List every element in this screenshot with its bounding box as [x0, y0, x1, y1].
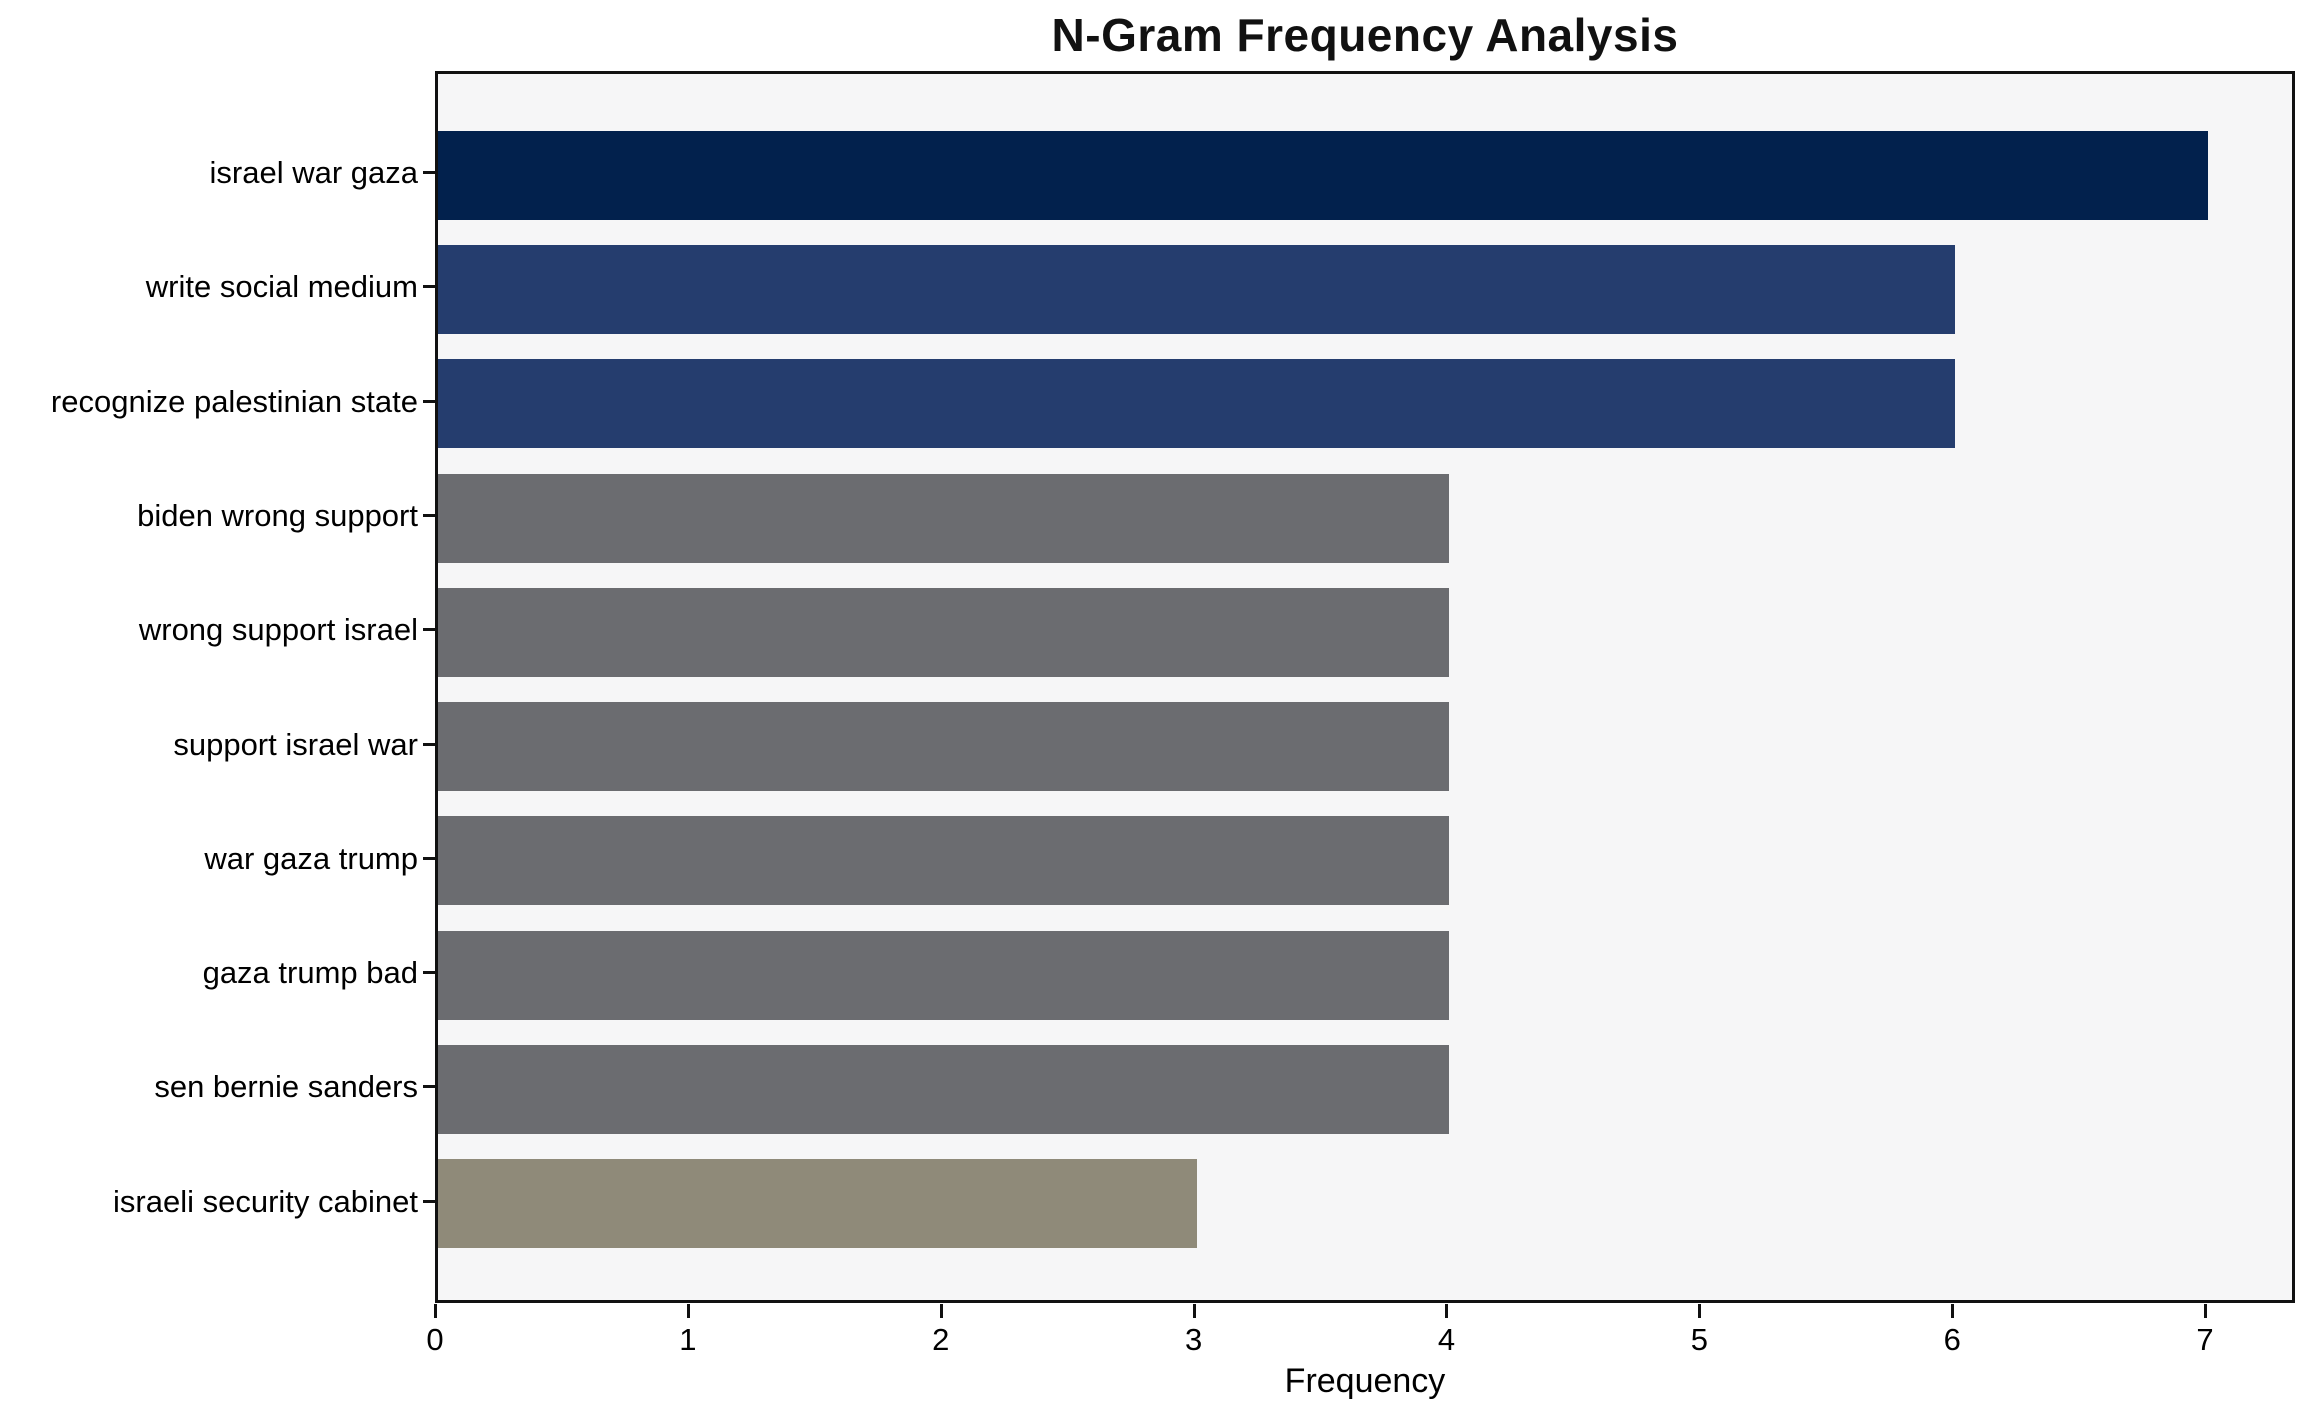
x-tick-mark	[2204, 1304, 2208, 1318]
bar-wrong-support-israel	[438, 587, 1450, 677]
bar-support-israel-war	[438, 702, 1450, 792]
bar-israel-war-gaza	[438, 130, 2209, 220]
x-tick-label: 2	[932, 1322, 950, 1357]
y-tick-mark	[423, 1199, 435, 1203]
bar-israeli-security-cabinet	[438, 1159, 1197, 1249]
chart-title: N-Gram Frequency Analysis	[1051, 9, 1679, 61]
y-tick-mark	[423, 971, 435, 975]
y-tick-label: write social medium	[145, 269, 418, 305]
y-tick-mark	[423, 171, 435, 175]
y-tick-label: gaza trump bad	[202, 955, 418, 991]
y-tick-label: support israel war	[173, 726, 418, 762]
bar-war-gaza-trump	[438, 816, 1450, 906]
x-tick-label: 1	[679, 1322, 697, 1357]
plot-area	[435, 71, 2295, 1303]
bar-write-social-medium	[438, 244, 1956, 334]
x-tick-mark	[686, 1304, 690, 1318]
y-tick-label: recognize palestinian state	[50, 383, 418, 419]
bar-gaza-trump-bad	[438, 930, 1450, 1020]
x-tick-label: 5	[1690, 1322, 1708, 1357]
y-tick-mark	[423, 285, 435, 289]
x-tick-mark	[1698, 1304, 1702, 1318]
x-axis-label: Frequency	[1284, 1362, 1446, 1400]
x-tick-mark	[1951, 1304, 1955, 1318]
y-tick-mark	[423, 1085, 435, 1089]
x-tick-mark	[939, 1304, 943, 1318]
y-tick-mark	[423, 628, 435, 632]
y-tick-mark	[423, 742, 435, 746]
y-tick-mark	[423, 856, 435, 860]
x-tick-mark	[1192, 1304, 1196, 1318]
y-tick-label: war gaza trump	[204, 840, 418, 876]
x-tick-mark	[1445, 1304, 1449, 1318]
x-tick-label: 0	[426, 1322, 444, 1357]
x-tick-mark	[434, 1304, 437, 1318]
y-tick-mark	[423, 514, 435, 517]
y-tick-label: wrong support israel	[138, 612, 418, 648]
y-tick-label: sen bernie sanders	[154, 1069, 418, 1105]
bar-recognize-palestinian-state	[438, 359, 1956, 449]
bar-sen-bernie-sanders	[438, 1044, 1450, 1134]
x-tick-label: 3	[1184, 1322, 1203, 1357]
x-tick-label: 4	[1437, 1322, 1456, 1357]
y-tick-label: biden wrong support	[137, 498, 418, 533]
y-tick-label: israeli security cabinet	[113, 1183, 418, 1219]
bar-biden-wrong-support	[438, 473, 1450, 563]
x-tick-label: 6	[1943, 1322, 1961, 1357]
x-tick-label: 7	[2196, 1322, 2214, 1357]
y-tick-label: israel war gaza	[209, 155, 418, 191]
y-tick-mark	[423, 399, 435, 403]
